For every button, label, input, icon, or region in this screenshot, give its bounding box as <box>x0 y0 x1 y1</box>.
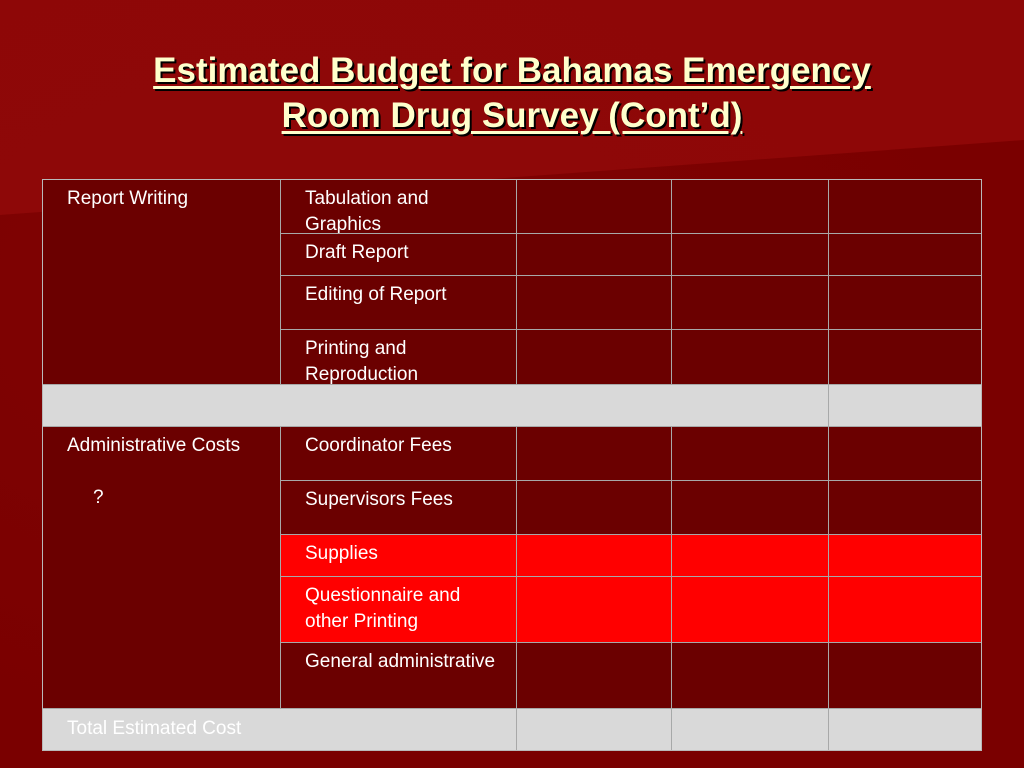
table-cell <box>517 330 672 385</box>
category-report-writing: Report Writing <box>43 180 281 385</box>
total-cell <box>829 709 981 750</box>
category-label: Administrative Costs <box>67 435 241 456</box>
title-line-1: Estimated Budget for Bahamas Emergency <box>153 51 871 90</box>
item-coordinator-fees: Coordinator Fees <box>281 427 517 481</box>
table-cell <box>672 427 829 481</box>
table-cell <box>672 535 829 577</box>
table-cell <box>672 481 829 535</box>
item-tabulation: Tabulation and Graphics <box>281 180 517 234</box>
table-cell <box>829 180 981 234</box>
table-cell <box>829 276 981 330</box>
table-cell <box>829 481 981 535</box>
table-cell <box>829 577 981 643</box>
table-cell <box>672 234 829 276</box>
budget-table: Report Writing Tabulation and Graphics D… <box>42 179 982 751</box>
table-cell <box>829 643 981 709</box>
table-cell <box>517 276 672 330</box>
table-cell <box>517 481 672 535</box>
item-questionnaire-printing: Questionnaire and other Printing <box>281 577 517 643</box>
total-cell <box>672 709 829 750</box>
category-administrative-costs: Administrative Costs ? <box>43 427 281 709</box>
total-cell <box>517 709 672 750</box>
table-cell <box>517 643 672 709</box>
total-estimated-cost-label: Total Estimated Cost <box>43 709 517 750</box>
separator-row <box>43 385 829 427</box>
category-note: ? <box>93 487 104 508</box>
table-cell <box>517 577 672 643</box>
table-cell <box>829 330 981 385</box>
item-printing-reproduction: Printing and Reproduction <box>281 330 517 385</box>
table-cell <box>829 234 981 276</box>
table-cell <box>517 180 672 234</box>
item-supervisors-fees: Supervisors Fees <box>281 481 517 535</box>
item-general-administrative: General administrative <box>281 643 517 709</box>
table-cell <box>829 535 981 577</box>
slide-title: Estimated Budget for Bahamas Emergency R… <box>40 48 984 138</box>
table-cell <box>517 234 672 276</box>
table-cell <box>672 330 829 385</box>
item-editing-report: Editing of Report <box>281 276 517 330</box>
table-cell <box>517 427 672 481</box>
title-line-2: Room Drug Survey (Cont’d) <box>281 96 743 135</box>
table-cell <box>672 276 829 330</box>
table-cell <box>517 535 672 577</box>
table-cell <box>672 577 829 643</box>
item-supplies: Supplies <box>281 535 517 577</box>
category-label: Report Writing <box>67 188 189 209</box>
table-cell <box>672 180 829 234</box>
separator-cell <box>829 385 981 427</box>
table-cell <box>829 427 981 481</box>
table-cell <box>672 643 829 709</box>
item-draft-report: Draft Report <box>281 234 517 276</box>
